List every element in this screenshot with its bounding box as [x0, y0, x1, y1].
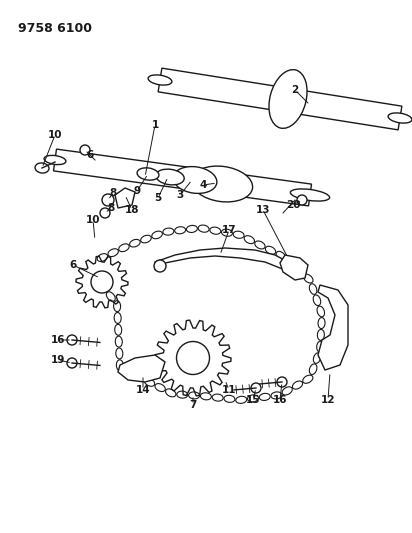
- Text: 5: 5: [154, 193, 162, 203]
- Ellipse shape: [137, 168, 159, 180]
- Ellipse shape: [148, 75, 172, 85]
- Text: 9758 6100: 9758 6100: [18, 22, 92, 35]
- Ellipse shape: [269, 70, 307, 128]
- Polygon shape: [54, 149, 311, 206]
- Circle shape: [91, 271, 113, 293]
- Text: 2: 2: [291, 85, 299, 95]
- Circle shape: [297, 195, 307, 205]
- Ellipse shape: [35, 163, 49, 173]
- Circle shape: [67, 358, 77, 368]
- Text: 14: 14: [136, 385, 150, 395]
- Ellipse shape: [173, 167, 217, 193]
- Text: 13: 13: [256, 205, 270, 215]
- Circle shape: [277, 377, 287, 387]
- Polygon shape: [76, 256, 128, 308]
- Ellipse shape: [388, 113, 412, 123]
- Ellipse shape: [44, 156, 66, 165]
- Text: 15: 15: [246, 395, 260, 405]
- Polygon shape: [158, 68, 402, 130]
- Ellipse shape: [192, 166, 253, 202]
- Circle shape: [251, 383, 261, 393]
- Circle shape: [154, 260, 166, 272]
- Ellipse shape: [156, 169, 184, 185]
- Text: 8: 8: [109, 188, 117, 198]
- Text: 3: 3: [176, 190, 184, 200]
- Polygon shape: [118, 355, 165, 382]
- Text: 12: 12: [321, 395, 335, 405]
- Text: 7: 7: [189, 400, 197, 410]
- Text: 11: 11: [222, 385, 236, 395]
- Text: 6: 6: [69, 260, 77, 270]
- Circle shape: [100, 208, 110, 218]
- Circle shape: [67, 335, 77, 345]
- Text: 9: 9: [133, 186, 140, 196]
- Text: 8: 8: [108, 203, 115, 213]
- Circle shape: [176, 342, 209, 375]
- Polygon shape: [318, 285, 348, 370]
- Text: 4: 4: [199, 180, 207, 190]
- Text: 10: 10: [86, 215, 100, 225]
- Ellipse shape: [290, 189, 330, 201]
- Circle shape: [102, 194, 114, 206]
- Text: 10: 10: [48, 130, 62, 140]
- Text: 18: 18: [125, 205, 139, 215]
- Text: 20: 20: [286, 200, 300, 210]
- Text: 17: 17: [222, 225, 236, 235]
- Polygon shape: [280, 255, 308, 280]
- Polygon shape: [155, 248, 290, 270]
- Text: 6: 6: [87, 150, 94, 160]
- Text: 1: 1: [151, 120, 159, 130]
- Text: 19: 19: [51, 355, 65, 365]
- Circle shape: [80, 145, 90, 155]
- Polygon shape: [115, 188, 135, 208]
- Polygon shape: [155, 320, 231, 396]
- Text: 16: 16: [51, 335, 65, 345]
- Text: 16: 16: [273, 395, 287, 405]
